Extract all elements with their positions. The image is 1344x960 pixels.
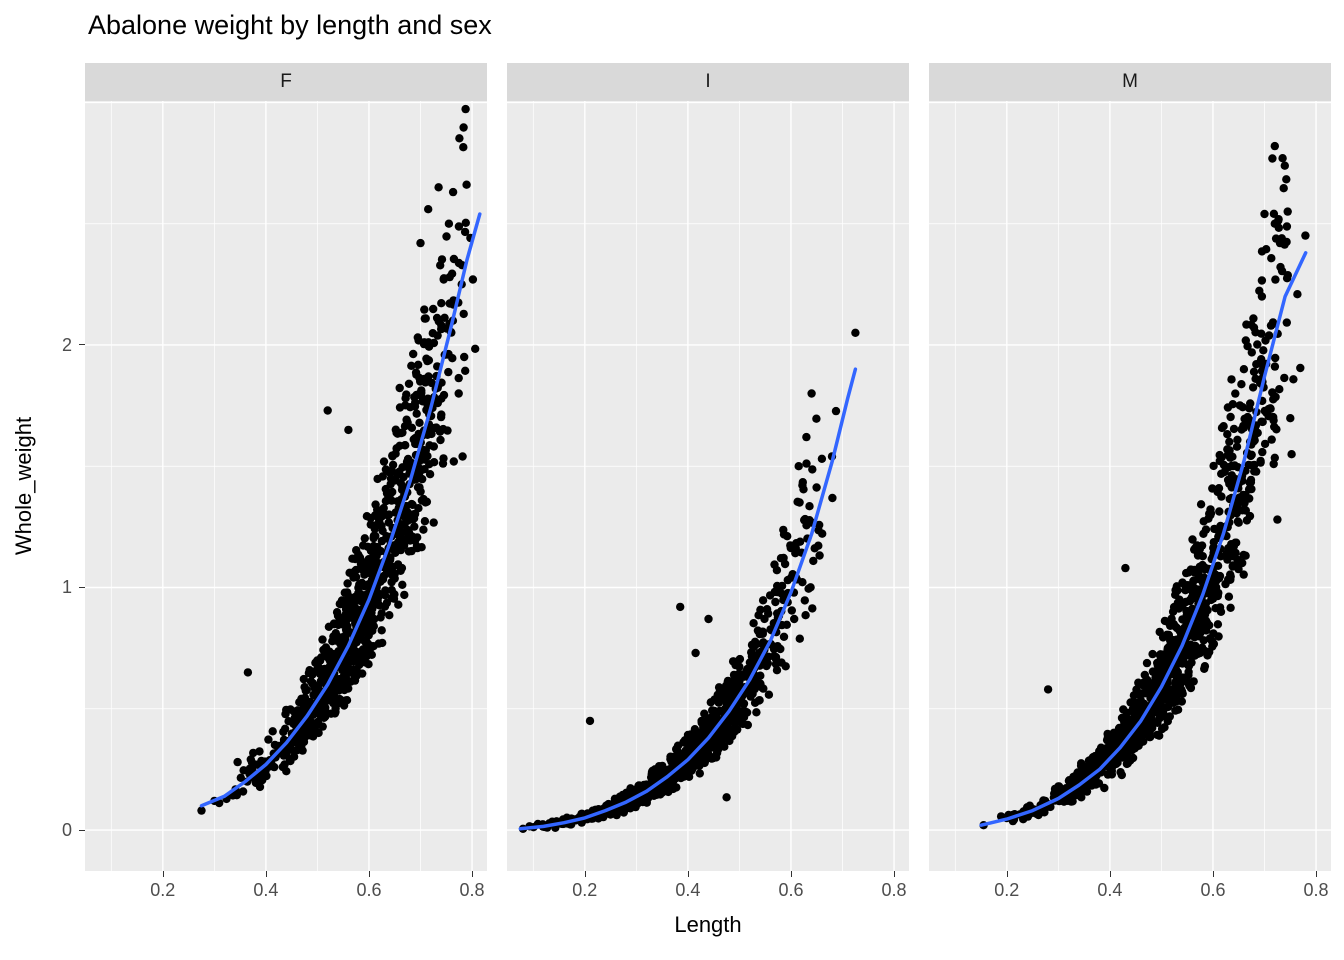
y-tick-label: 1 <box>61 577 72 598</box>
x-tick-mark <box>1109 871 1111 877</box>
x-tick-mark <box>265 871 267 877</box>
x-tick-mark <box>1316 871 1318 877</box>
facet-panel-M <box>929 101 1331 871</box>
x-tick-mark <box>894 871 896 877</box>
y-tick-mark <box>79 586 85 588</box>
x-tick-label: 0.8 <box>881 880 907 900</box>
facet-panel-F <box>85 101 487 871</box>
smooth-line <box>518 367 858 831</box>
smooth-line <box>199 212 482 808</box>
x-tick-mark <box>1212 871 1214 877</box>
x-tick-mark <box>1006 871 1008 877</box>
x-tick-label: 0.4 <box>1097 880 1123 900</box>
facet-strip-label: F <box>280 71 292 92</box>
x-tick-mark <box>584 871 586 877</box>
x-tick-label: 0.8 <box>1303 880 1329 900</box>
x-tick-label: 0.4 <box>675 880 701 900</box>
x-axis-title: Length <box>674 912 742 937</box>
x-tick-mark <box>368 871 370 877</box>
x-tick-mark <box>162 871 164 877</box>
x-tick-mark <box>472 871 474 877</box>
x-tick-mark <box>687 871 689 877</box>
facet-strip: I <box>507 63 909 101</box>
y-axis: 0 1 2 <box>0 101 85 871</box>
x-tick-label: 0.2 <box>572 880 598 900</box>
facet-strip: F <box>85 63 487 101</box>
facet-M: M 0.2 0.4 0.6 0.8 <box>929 63 1331 900</box>
facet-strip-label: I <box>705 71 711 92</box>
gridlines <box>85 101 487 871</box>
smooth-line <box>979 251 1308 827</box>
scatter-points <box>197 104 480 815</box>
facet-strip: M <box>929 63 1331 101</box>
facet-F: F 0.2 0.4 0.6 0.8 <box>85 63 487 900</box>
x-tick-mark <box>790 871 792 877</box>
y-tick-label: 0 <box>61 820 72 840</box>
x-tick-label: 0.6 <box>778 880 804 900</box>
x-tick-label: 0.2 <box>150 880 176 900</box>
y-tick-mark <box>79 344 85 346</box>
x-tick-label: 0.4 <box>253 880 279 900</box>
y-tick-label: 2 <box>61 334 72 355</box>
x-tick-label: 0.2 <box>994 880 1020 900</box>
y-tick-mark <box>79 829 85 831</box>
plot-title: Abalone weight by length and sex <box>88 10 492 40</box>
x-tick-label: 0.8 <box>459 880 485 900</box>
facet-I: I 0.2 0.4 0.6 0.8 <box>507 63 909 900</box>
facet-panel-I <box>507 101 909 871</box>
x-tick-label: 0.6 <box>356 880 382 900</box>
facet-strip-label: M <box>1122 71 1138 92</box>
x-tick-label: 0.6 <box>1200 880 1226 900</box>
